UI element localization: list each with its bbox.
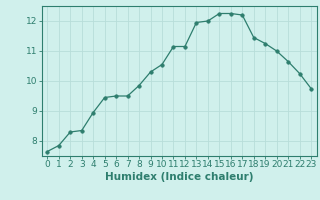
X-axis label: Humidex (Indice chaleur): Humidex (Indice chaleur) bbox=[105, 172, 253, 182]
